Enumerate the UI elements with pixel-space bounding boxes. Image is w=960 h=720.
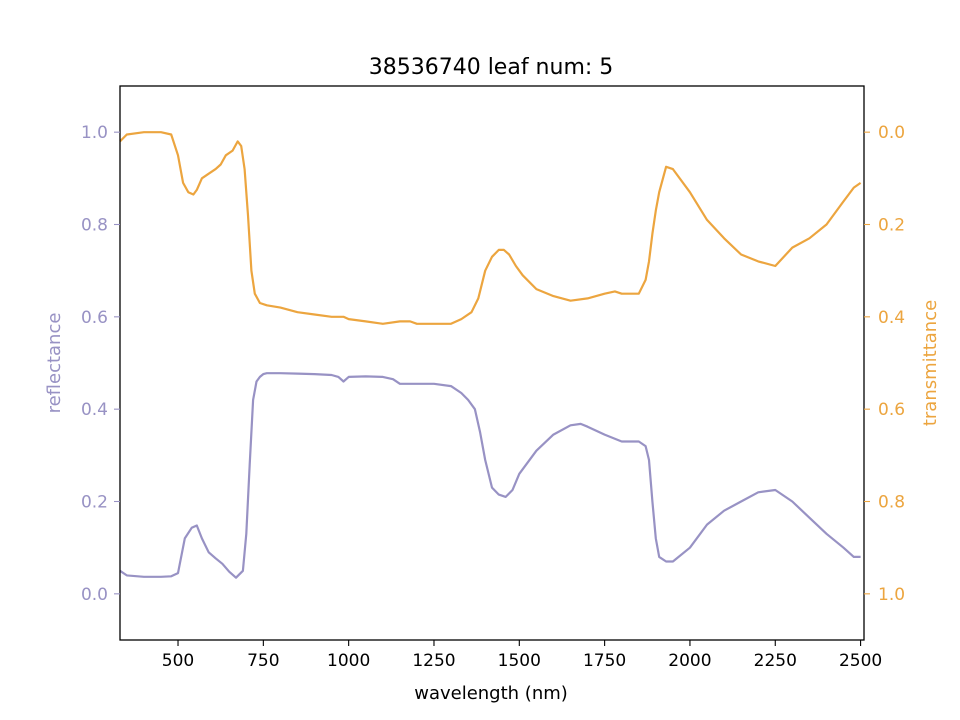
- x-tick-label: 500: [162, 651, 194, 671]
- x-tick-label: 1000: [327, 651, 370, 671]
- y-right-tick-label: 0.2: [878, 216, 905, 236]
- transmittance-line: [119, 131, 862, 325]
- x-axis: 500 750 1000 1250 1500 1750 2000 2250 2500: [162, 640, 882, 671]
- chart-title: 38536740 leaf num: 5: [369, 55, 614, 80]
- y-axis-left-label: reflectance: [44, 313, 65, 414]
- x-tick-label: 1250: [412, 651, 455, 671]
- plot-frame: [119, 85, 865, 641]
- y-left-tick-label: 0.2: [81, 493, 108, 513]
- x-tick-label: 2000: [668, 651, 711, 671]
- y-left-tick-label: 0.8: [81, 216, 108, 236]
- x-axis-label: wavelength (nm): [414, 683, 568, 704]
- x-tick-label: 1500: [498, 651, 541, 671]
- y-axis-left: 0.0 0.2 0.4 0.6 0.8 1.0: [81, 123, 120, 605]
- y-right-tick-label: 0.0: [878, 123, 905, 143]
- y-right-tick-label: 0.4: [878, 308, 905, 328]
- y-left-tick-label: 0.0: [81, 585, 108, 605]
- reflectance-line: [119, 372, 861, 579]
- x-tick-label: 2500: [839, 651, 882, 671]
- x-tick-label: 1750: [583, 651, 626, 671]
- y-axis-right: 0.0 0.2 0.4 0.6 0.8 1.0: [864, 123, 905, 605]
- y-right-tick-label: 0.6: [878, 400, 905, 420]
- series-layer: [119, 131, 862, 579]
- y-right-tick-label: 0.8: [878, 493, 905, 513]
- y-right-tick-label: 1.0: [878, 585, 905, 605]
- y-left-tick-label: 0.4: [81, 400, 108, 420]
- y-left-tick-label: 0.6: [81, 308, 108, 328]
- x-tick-label: 750: [247, 651, 279, 671]
- y-left-tick-label: 1.0: [81, 123, 108, 143]
- x-tick-label: 2250: [754, 651, 797, 671]
- y-axis-right-label: transmittance: [920, 300, 941, 426]
